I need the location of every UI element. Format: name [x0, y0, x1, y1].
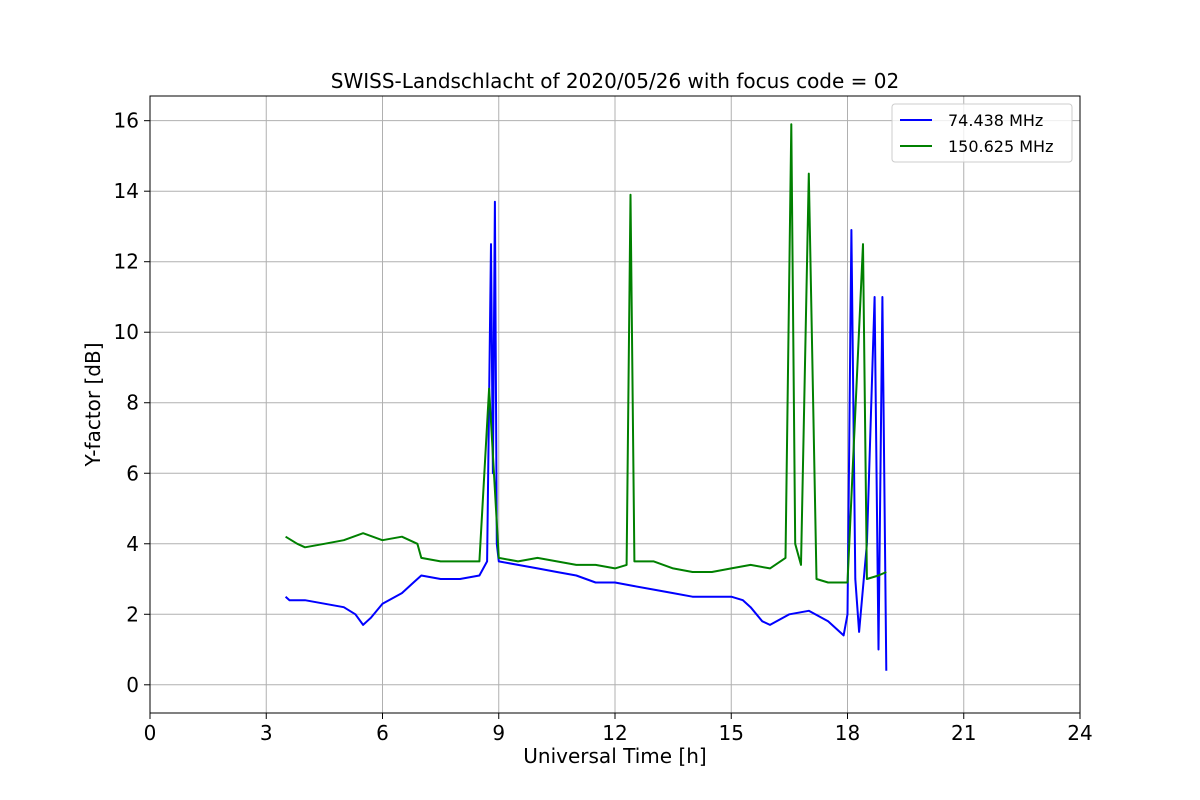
legend-frame: [891, 103, 1073, 163]
x-tick-label: 0: [144, 721, 157, 745]
chart-title: SWISS-Landschlacht of 2020/05/26 with fo…: [331, 69, 899, 93]
x-tick-label: 9: [492, 721, 505, 745]
y-tick-label: 12: [114, 250, 139, 274]
x-tick-label: 12: [602, 721, 627, 745]
y-tick-label: 16: [114, 109, 139, 133]
x-tick-label: 15: [719, 721, 744, 745]
legend-label: 150.625 MHz: [948, 137, 1053, 156]
y-tick-label: 10: [114, 320, 139, 344]
legend-label: 74.438 MHz: [948, 111, 1043, 130]
x-tick-label: 3: [260, 721, 273, 745]
x-tick-label: 18: [835, 721, 860, 745]
plot-series: [284, 123, 888, 671]
y-tick-label: 4: [126, 532, 139, 556]
y-tick-label: 0: [126, 673, 139, 697]
legend: 74.438 MHz 150.625 MHz: [891, 103, 1073, 163]
y-tick-label: 2: [126, 602, 139, 626]
series-1: [284, 200, 888, 671]
series-line: [285, 123, 887, 584]
series-line: [284, 200, 888, 671]
x-axis-label: Universal Time [h]: [523, 744, 706, 768]
y-tick-label: 8: [126, 391, 139, 415]
y-tick-label: 14: [114, 179, 139, 203]
y-axis-label: Y-factor [dB]: [81, 342, 105, 467]
y-tick-label: 6: [126, 461, 139, 485]
x-tick-label: 24: [1067, 721, 1092, 745]
x-tick-label: 21: [951, 721, 976, 745]
series-2: [285, 123, 887, 584]
x-tick-label: 6: [376, 721, 389, 745]
